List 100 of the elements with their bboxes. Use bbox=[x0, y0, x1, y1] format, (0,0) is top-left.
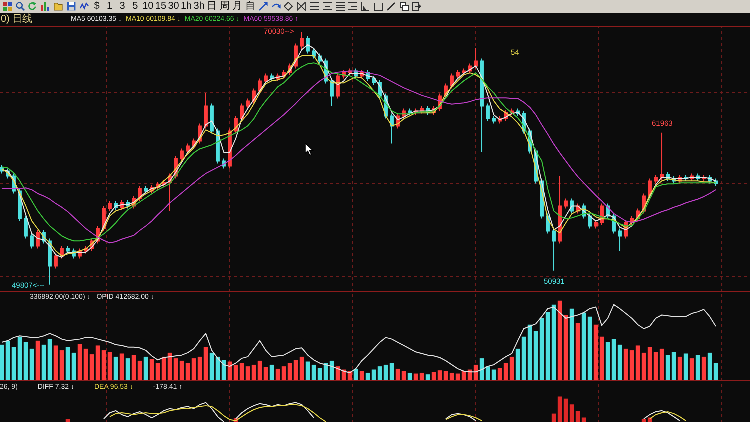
candlestick bbox=[552, 228, 556, 272]
candlestick bbox=[240, 103, 244, 122]
text: 周 bbox=[220, 0, 230, 12]
bar bbox=[144, 356, 148, 380]
candlestick bbox=[486, 103, 490, 122]
bar bbox=[612, 339, 616, 380]
bar bbox=[246, 366, 250, 380]
candlestick bbox=[594, 219, 598, 230]
bar bbox=[180, 360, 184, 380]
bar bbox=[588, 316, 592, 380]
bar bbox=[522, 336, 526, 380]
candlestick bbox=[210, 103, 214, 134]
candlestick bbox=[30, 233, 34, 250]
bar bbox=[96, 346, 100, 380]
candlestick bbox=[108, 200, 112, 212]
text: 自 bbox=[246, 0, 256, 12]
bar bbox=[216, 356, 220, 380]
bar bbox=[330, 360, 334, 380]
candlestick bbox=[24, 216, 28, 240]
bar bbox=[54, 346, 58, 380]
candlestick bbox=[462, 68, 466, 76]
bar bbox=[636, 346, 640, 380]
bar bbox=[570, 404, 574, 422]
bar bbox=[6, 340, 10, 380]
bar bbox=[306, 362, 310, 380]
candlestick bbox=[300, 32, 304, 50]
text: 15 bbox=[155, 0, 167, 12]
bar bbox=[528, 324, 532, 380]
candlestick bbox=[654, 174, 658, 184]
bar bbox=[42, 344, 46, 380]
bar bbox=[78, 344, 82, 380]
bar bbox=[108, 352, 112, 380]
bar bbox=[594, 324, 598, 380]
bar bbox=[450, 372, 454, 380]
bar bbox=[174, 358, 178, 380]
text: 10 bbox=[142, 0, 154, 12]
bar bbox=[642, 352, 646, 380]
bar bbox=[360, 371, 364, 380]
bar bbox=[672, 352, 676, 380]
bar bbox=[294, 360, 298, 380]
bar bbox=[24, 342, 28, 380]
bar bbox=[132, 355, 136, 380]
bar bbox=[300, 356, 304, 380]
text: 1h bbox=[180, 0, 192, 12]
bar bbox=[648, 347, 652, 380]
bar bbox=[402, 371, 406, 380]
bar bbox=[600, 336, 604, 380]
bar bbox=[354, 368, 358, 380]
bar bbox=[414, 374, 418, 380]
bar bbox=[444, 371, 448, 380]
bar bbox=[492, 370, 496, 380]
bar bbox=[690, 358, 694, 380]
bar bbox=[90, 354, 94, 380]
bar bbox=[684, 354, 688, 380]
bar bbox=[642, 419, 646, 422]
candlestick bbox=[234, 116, 238, 134]
bar bbox=[186, 363, 190, 380]
bar bbox=[576, 411, 580, 422]
bar bbox=[576, 323, 580, 380]
bar bbox=[480, 358, 484, 380]
bar bbox=[498, 368, 502, 380]
bar bbox=[378, 366, 382, 380]
bar bbox=[102, 350, 106, 380]
bar bbox=[708, 352, 712, 380]
bar bbox=[270, 364, 274, 380]
bar bbox=[192, 358, 196, 380]
candlestick bbox=[660, 132, 664, 180]
bar bbox=[552, 414, 556, 422]
bar bbox=[558, 300, 562, 380]
candlestick bbox=[54, 253, 58, 270]
bar bbox=[438, 370, 442, 380]
bar bbox=[504, 363, 508, 380]
bar bbox=[18, 336, 22, 380]
candlestick bbox=[408, 108, 412, 116]
bar bbox=[282, 366, 286, 380]
bar bbox=[390, 363, 394, 380]
bar bbox=[540, 318, 544, 380]
text: 30 bbox=[168, 0, 180, 12]
bar bbox=[660, 348, 664, 380]
bar bbox=[222, 360, 226, 380]
candlestick bbox=[246, 98, 250, 110]
bar bbox=[156, 363, 160, 380]
bar bbox=[582, 312, 586, 380]
candlestick bbox=[66, 246, 70, 254]
bar bbox=[276, 368, 280, 380]
bar bbox=[558, 396, 562, 422]
bar bbox=[630, 350, 634, 380]
bar bbox=[318, 368, 322, 380]
bar bbox=[696, 355, 700, 380]
candlestick bbox=[264, 73, 268, 84]
bar bbox=[546, 312, 550, 380]
bar bbox=[678, 356, 682, 380]
bar bbox=[66, 347, 70, 380]
bar bbox=[72, 352, 76, 380]
candlestick bbox=[372, 76, 376, 86]
bar bbox=[510, 356, 514, 380]
bar bbox=[666, 355, 670, 380]
bar bbox=[396, 368, 400, 380]
bar bbox=[486, 366, 490, 380]
candlestick bbox=[558, 176, 562, 244]
